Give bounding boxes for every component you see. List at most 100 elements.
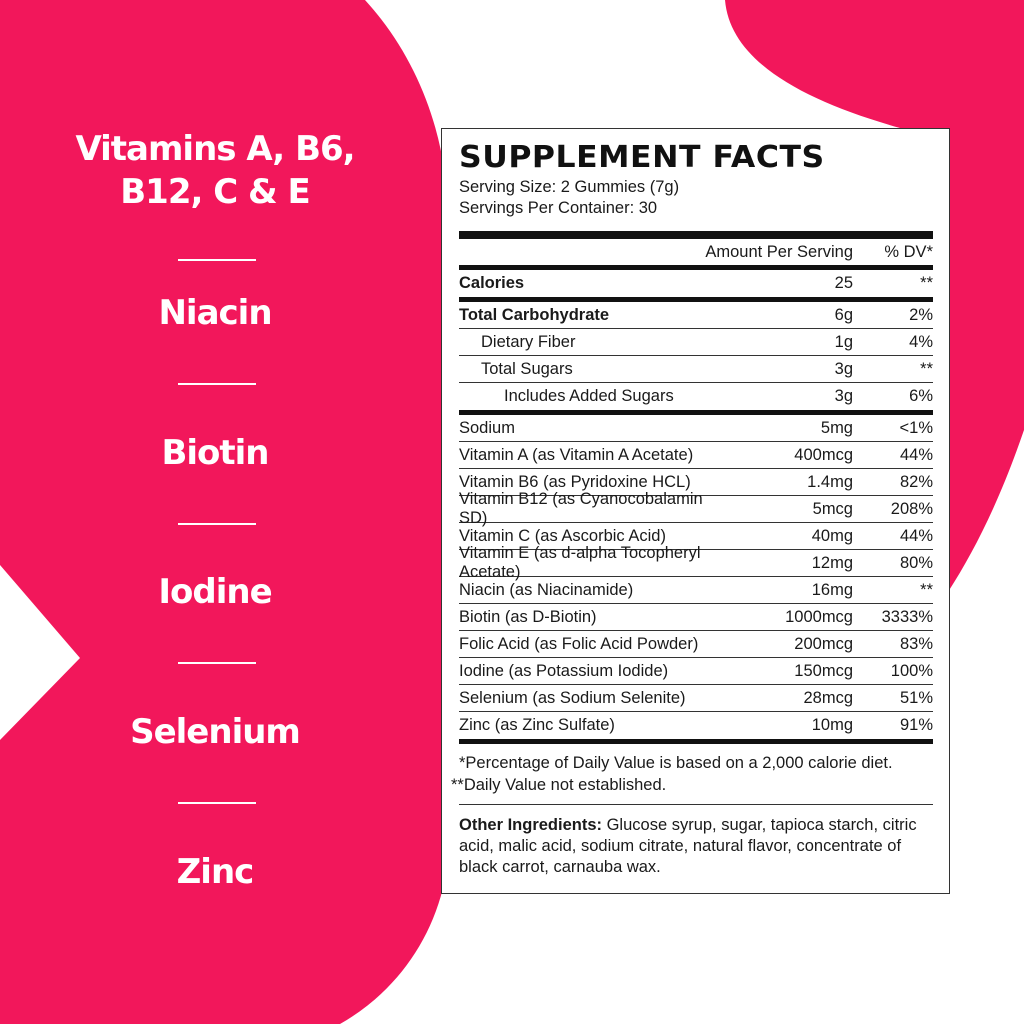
nutrient-dv: ** (920, 359, 933, 378)
nutrient-amount: 25 (834, 274, 853, 292)
side-item-niacin: Niacin (158, 293, 272, 333)
nutrient-dv: 51% (899, 688, 933, 707)
table-row: Vitamin A (as Vitamin A Acetate) 400mcg 44… (459, 442, 933, 469)
other-ingredients: Other Ingredients: Glucose syrup, sugar,… (459, 815, 933, 878)
nutrient-dv: 91% (899, 716, 933, 734)
table-row: Selenium (as Sodium Selenite) 28mcg 51% (459, 685, 933, 712)
label-title: SUPPLEMENT FACTS (459, 140, 825, 175)
nutrient-amount: 5mg (820, 418, 853, 437)
nutrient-amount: 5mcg (812, 499, 853, 518)
footnote-dv: *Percentage of Daily Value is based on a… (459, 754, 893, 772)
nutrient-name: Iodine (as Potassium Iodide) (459, 661, 669, 680)
nutrient-table: Calories 25 ** Total Carbohydrate 6g 2% Dietar… (459, 265, 933, 744)
divider-thick (459, 410, 933, 415)
divider (178, 802, 256, 804)
nutrient-dv: 80% (899, 553, 933, 572)
table-row: Vitamin C (as Ascorbic Acid) 40mg 44% (459, 523, 933, 550)
nutrient-name: Calories (459, 274, 525, 292)
table-row: Sodium 5mg <1% (459, 415, 933, 442)
table-row: Folic Acid (as Folic Acid Powder) 200mcg 8… (459, 631, 933, 658)
table-row: Dietary Fiber 1g 4% (459, 329, 933, 356)
divider (459, 804, 933, 805)
ingredients-label: Other Ingredients: (459, 816, 603, 834)
nutrient-name: Selenium (as Sodium Selenite) (459, 688, 686, 707)
divider-thick (459, 265, 933, 270)
table-row: Niacin (as Niacinamide) 16mg ** (459, 577, 933, 604)
nutrient-dv: ** (920, 580, 933, 599)
nutrient-name: Vitamin A (as Vitamin A Acetate) (459, 445, 694, 464)
nutrient-dv: 4% (909, 332, 933, 351)
table-row: Zinc (as Zinc Sulfate) 10mg 91% (459, 712, 933, 739)
divider-thick (459, 739, 933, 744)
nutrient-dv: <1% (899, 418, 933, 437)
side-item-vitamins: Vitamins A, B6, B12, C & E (0, 128, 430, 214)
side-item-selenium: Selenium (130, 712, 301, 752)
nutrient-name: Biotin (as D-Biotin) (459, 607, 597, 626)
side-item-zinc: Zinc (176, 852, 255, 892)
nutrient-amount: 1.4mg (807, 472, 853, 491)
nutrient-amount: 28mcg (803, 688, 853, 707)
nutrient-amount: 1g (834, 332, 853, 351)
nutrient-name: Niacin (as Niacinamide) (459, 580, 634, 599)
nutrient-dv: 2% (909, 305, 933, 324)
side-text: B12, C & E (120, 172, 310, 212)
nutrient-amount: 6g (834, 305, 853, 324)
nutrient-dv: 44% (899, 445, 933, 464)
nutrient-dv: 6% (909, 387, 933, 405)
table-row: Vitamin B12 (as Cyanocobalamin SD) 5mcg 20… (459, 490, 933, 527)
table-row: Calories 25 ** (459, 270, 933, 297)
side-item-biotin: Biotin (161, 433, 269, 473)
table-row: Vitamin E (as d-alpha Tocopheryl Acetate… (459, 544, 933, 581)
table-row: Biotin (as D-Biotin) 1000mcg 3333% (459, 604, 933, 631)
nutrient-name: Includes Added Sugars (504, 387, 674, 405)
nutrient-name: Vitamin B6 (as Pyridoxine HCL) (459, 472, 691, 491)
nutrient-name: Vitamin C (as Ascorbic Acid) (459, 526, 666, 545)
nutrient-dv: 208% (890, 499, 933, 518)
table-row: Total Carbohydrate 6g 2% (459, 302, 933, 329)
nutrient-amount: 12mg (811, 553, 853, 572)
divider-thick (459, 231, 933, 239)
nutrient-amount: 1000mcg (785, 607, 853, 626)
nutrient-dv: 100% (890, 661, 933, 680)
nutrient-name: Total Sugars (481, 359, 573, 378)
nutrient-name: Vitamin B12 (as Cyanocobalamin SD) (459, 490, 703, 527)
nutrient-dv: 44% (899, 526, 933, 545)
nutrient-name: Sodium (459, 418, 515, 437)
col-amount-header: Amount Per Serving (705, 242, 853, 261)
nutrient-amount: 16mg (811, 580, 853, 599)
nutrient-name: Total Carbohydrate (459, 305, 610, 324)
table-row: Includes Added Sugars 3g 6% (459, 383, 933, 410)
serving-size: Serving Size: 2 Gummies (7g) (459, 178, 680, 196)
divider (178, 662, 256, 664)
nutrient-dv: ** (920, 274, 933, 292)
nutrient-amount: 150mcg (794, 661, 853, 680)
divider (178, 259, 256, 261)
side-text: Vitamins A, B6, (75, 129, 355, 169)
side-item-iodine: Iodine (158, 572, 272, 612)
nutrient-amount: 10mg (811, 716, 853, 734)
divider (178, 523, 256, 525)
table-row: Total Sugars 3g ** (459, 356, 933, 383)
divider (178, 383, 256, 385)
nutrient-amount: 3g (834, 359, 853, 378)
divider-thick (459, 297, 933, 302)
supplement-facts-label: SUPPLEMENT FACTS Serving Size: 2 Gummies… (441, 128, 950, 894)
col-dv-header: % DV* (884, 242, 933, 261)
pink-blob-left (0, 0, 448, 1024)
nutrient-name: Dietary Fiber (481, 332, 576, 351)
nutrient-amount: 200mcg (794, 634, 853, 653)
nutrient-amount: 400mcg (794, 445, 853, 464)
nutrient-amount: 40mg (811, 526, 853, 545)
nutrient-dv: 82% (899, 472, 933, 491)
servings-per-container: Servings Per Container: 30 (459, 199, 658, 217)
ingredients-text: Glucose syrup, sugar, tapioca starch, ci… (459, 816, 917, 876)
nutrient-amount: 3g (834, 387, 853, 405)
nutrient-name: Zinc (as Zinc Sulfate) (459, 716, 615, 734)
table-row: Iodine (as Potassium Iodide) 150mcg 100% (459, 658, 933, 685)
nutrient-name: Vitamin E (as d-alpha Tocopheryl Acetate… (459, 544, 701, 581)
nutrient-dv: 83% (899, 634, 933, 653)
nutrient-dv: 3333% (881, 607, 933, 626)
nutrient-name: Folic Acid (as Folic Acid Powder) (459, 634, 699, 653)
footnote-not-established: **Daily Value not established. (451, 776, 667, 794)
table-row: Vitamin B6 (as Pyridoxine HCL) 1.4mg 82% (459, 469, 933, 496)
